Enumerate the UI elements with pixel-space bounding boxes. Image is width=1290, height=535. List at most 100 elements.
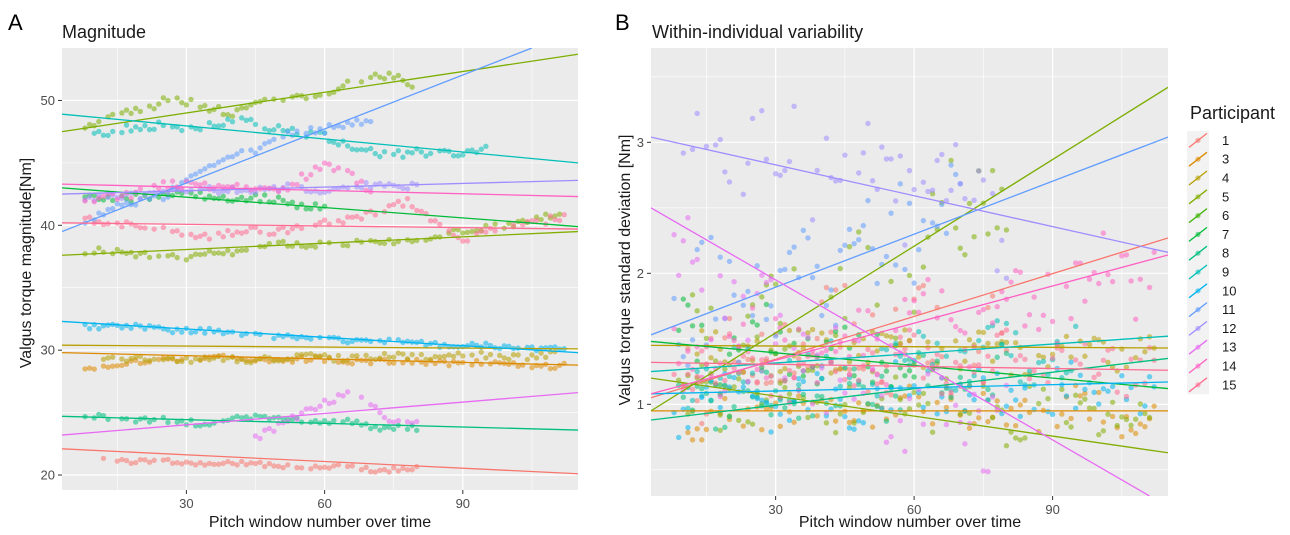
- data-point: [754, 395, 760, 402]
- data-point: [929, 421, 936, 427]
- data-point: [874, 393, 880, 399]
- data-point: [418, 208, 425, 214]
- data-point: [971, 197, 977, 203]
- data-point: [939, 391, 945, 397]
- data-point: [86, 214, 93, 220]
- data-point: [929, 429, 936, 435]
- data-point: [473, 357, 480, 364]
- data-point: [943, 421, 950, 428]
- data-point: [423, 361, 429, 367]
- data-point: [989, 414, 996, 421]
- legend-key-point: [1195, 194, 1201, 200]
- data-point: [809, 326, 816, 333]
- data-point: [796, 382, 802, 388]
- data-point: [487, 361, 494, 367]
- data-point: [381, 148, 388, 155]
- data-point: [197, 459, 203, 466]
- data-point: [971, 396, 977, 403]
- data-point: [772, 333, 779, 339]
- data-point: [916, 246, 922, 253]
- data-point: [1008, 405, 1014, 412]
- data-point: [266, 460, 273, 467]
- data-point: [248, 224, 254, 231]
- data-point: [225, 247, 231, 254]
- data-point: [1068, 354, 1074, 360]
- data-point: [298, 465, 305, 471]
- data-point: [156, 185, 162, 192]
- data-point: [358, 216, 365, 222]
- data-point: [971, 362, 977, 368]
- legend-label: 4: [1222, 171, 1229, 186]
- data-point: [100, 455, 107, 462]
- data-point: [722, 424, 728, 431]
- data-point: [869, 312, 876, 318]
- data-point: [842, 413, 848, 420]
- data-point: [225, 355, 231, 361]
- data-point: [1109, 413, 1116, 420]
- data-point: [985, 231, 991, 237]
- data-point: [386, 469, 392, 475]
- data-point: [883, 156, 890, 162]
- data-point: [694, 426, 700, 432]
- data-point: [952, 387, 959, 393]
- data-point: [450, 226, 457, 233]
- data-point: [708, 355, 714, 361]
- data-point: [786, 417, 793, 424]
- data-point: [321, 130, 328, 136]
- data-point: [699, 239, 705, 246]
- data-point: [689, 146, 696, 153]
- legend-key-point: [1195, 137, 1201, 143]
- data-point: [1151, 249, 1157, 255]
- data-point: [450, 353, 457, 360]
- data-point: [703, 390, 710, 397]
- data-point: [920, 290, 927, 297]
- data-point: [879, 144, 885, 150]
- data-point: [699, 437, 705, 443]
- data-point: [819, 365, 825, 371]
- data-point: [1128, 427, 1134, 433]
- data-point: [197, 104, 203, 110]
- data-point: [96, 195, 102, 201]
- data-point: [768, 303, 774, 309]
- data-point: [883, 253, 890, 260]
- data-point: [1109, 345, 1116, 352]
- data-point: [188, 173, 194, 179]
- data-point: [119, 224, 125, 230]
- data-point: [312, 418, 319, 424]
- data-point: [916, 354, 922, 360]
- data-point: [689, 259, 696, 265]
- data-point: [1049, 355, 1056, 361]
- data-point: [308, 466, 314, 472]
- data-point: [252, 121, 259, 128]
- data-point: [404, 338, 411, 344]
- data-point: [266, 416, 273, 422]
- data-point: [856, 400, 862, 406]
- data-point: [685, 362, 691, 368]
- fit-line-participant-5: [62, 230, 578, 256]
- data-point: [386, 354, 392, 361]
- data-point: [229, 415, 236, 421]
- data-point: [234, 107, 240, 113]
- data-point: [911, 332, 917, 338]
- data-point: [437, 221, 443, 227]
- data-point: [483, 355, 489, 361]
- data-point: [717, 393, 723, 400]
- data-point: [888, 434, 894, 440]
- data-point: [736, 417, 742, 424]
- x-tick-label: 60: [317, 496, 331, 511]
- data-point: [786, 391, 793, 397]
- data-point: [197, 233, 203, 239]
- data-point: [280, 238, 286, 245]
- fit-line-participant-13: [62, 391, 578, 436]
- data-point: [238, 194, 245, 201]
- data-point: [906, 167, 913, 174]
- data-point: [381, 424, 388, 431]
- data-point: [146, 357, 153, 364]
- data-point: [289, 199, 296, 205]
- data-point: [142, 457, 148, 463]
- data-point: [492, 221, 498, 227]
- data-point: [248, 359, 254, 366]
- data-point: [450, 358, 457, 365]
- data-point: [1012, 329, 1019, 336]
